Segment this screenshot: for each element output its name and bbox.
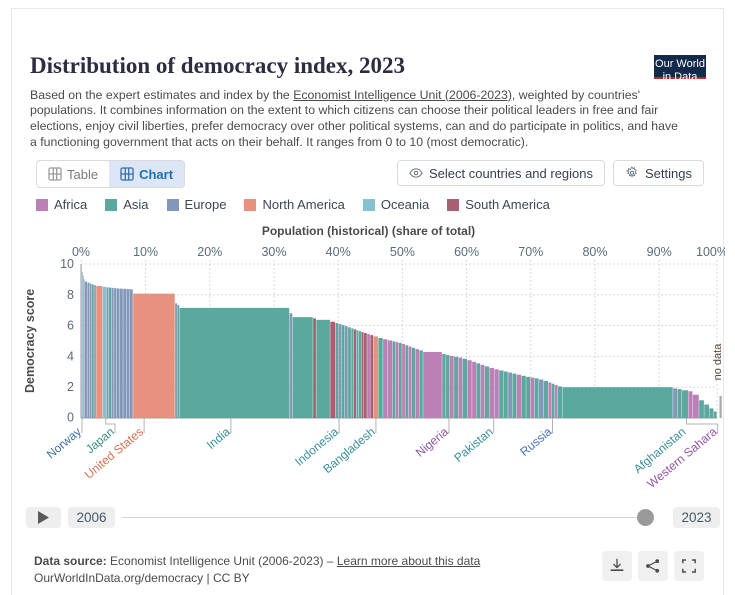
svg-text:0: 0 xyxy=(67,411,74,425)
svg-text:no data: no data xyxy=(712,343,724,381)
svg-text:50%: 50% xyxy=(390,245,415,259)
svg-text:70%: 70% xyxy=(518,245,543,259)
svg-text:10: 10 xyxy=(60,257,74,271)
svg-text:40%: 40% xyxy=(326,245,351,259)
svg-text:6: 6 xyxy=(67,319,74,333)
svg-text:0%: 0% xyxy=(72,245,90,259)
svg-text:80%: 80% xyxy=(582,245,607,259)
svg-text:2: 2 xyxy=(67,380,74,394)
svg-text:Nigeria: Nigeria xyxy=(413,424,451,459)
svg-text:90%: 90% xyxy=(647,245,672,259)
svg-text:10%: 10% xyxy=(133,245,158,259)
svg-text:20%: 20% xyxy=(197,245,222,259)
svg-text:Pakistan: Pakistan xyxy=(451,425,495,465)
svg-text:India: India xyxy=(204,424,233,452)
svg-text:4: 4 xyxy=(67,349,74,363)
svg-text:100%: 100% xyxy=(696,245,725,259)
svg-text:8: 8 xyxy=(67,288,74,302)
svg-text:30%: 30% xyxy=(261,245,286,259)
svg-text:60%: 60% xyxy=(454,245,479,259)
svg-text:Russia: Russia xyxy=(517,424,554,459)
svg-text:Norway: Norway xyxy=(44,425,84,462)
